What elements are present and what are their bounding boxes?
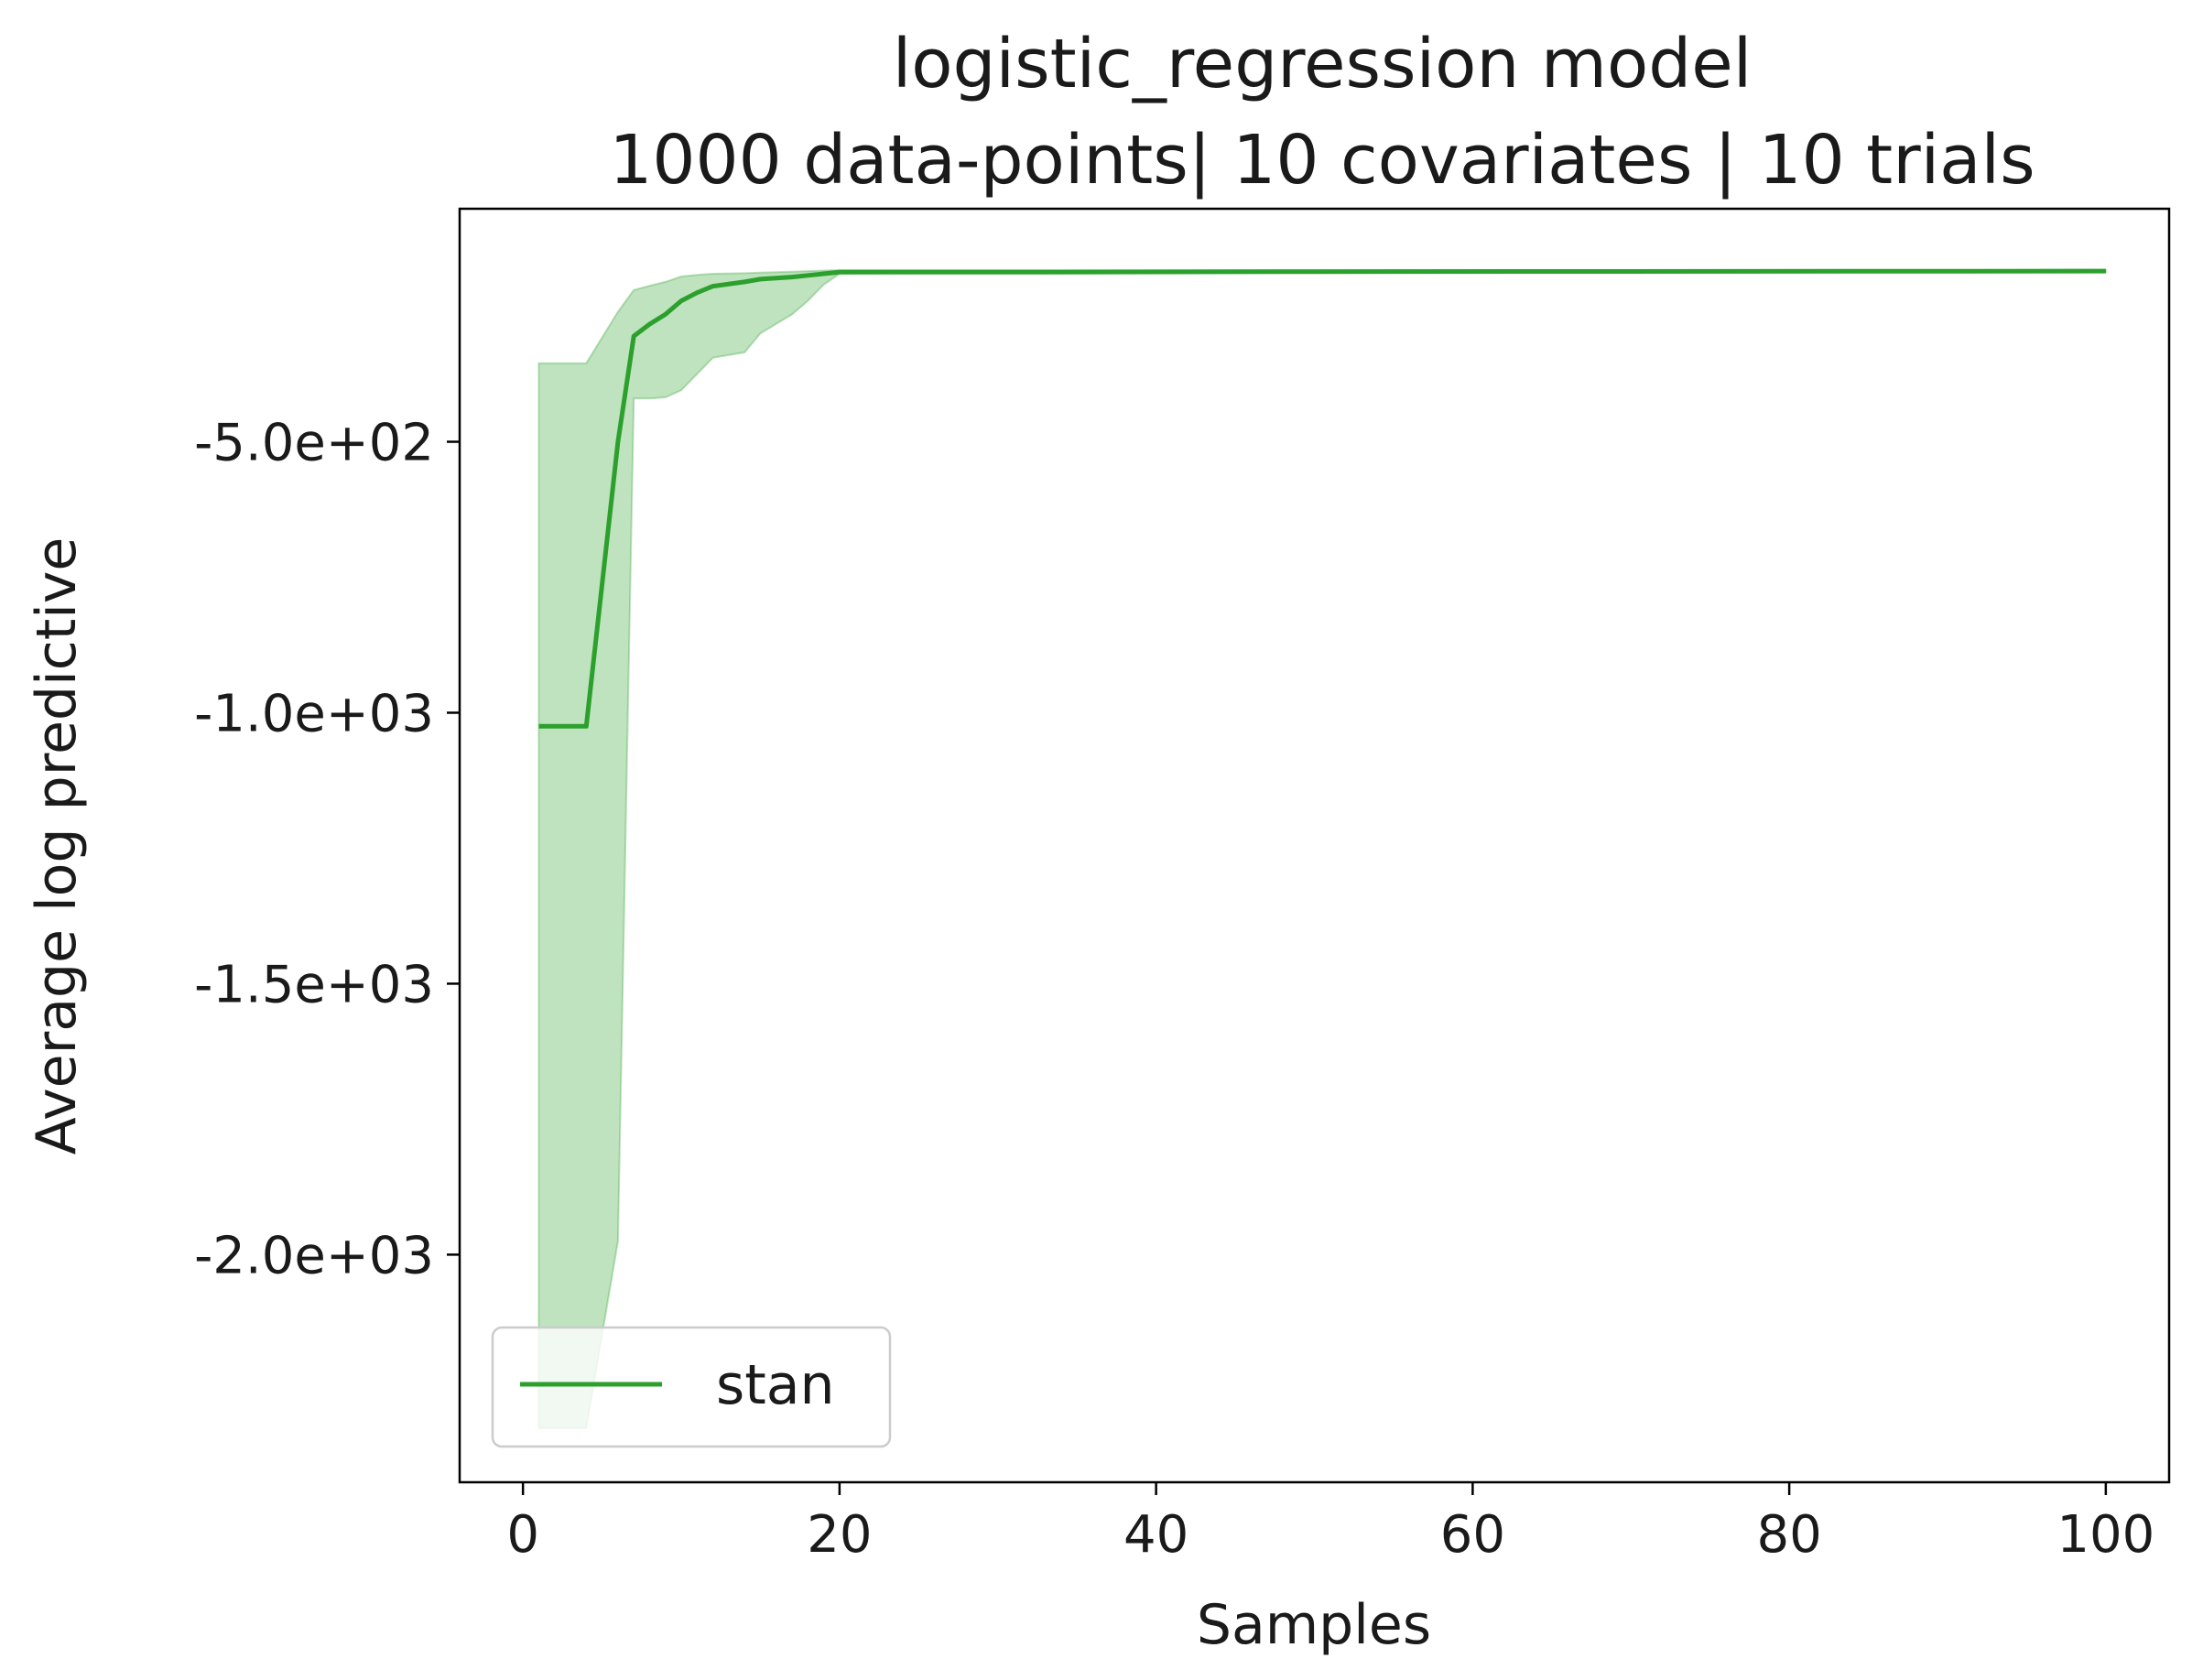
chart-title-line-1: logistic_regression model bbox=[893, 25, 1753, 103]
legend-label-stan: stan bbox=[716, 1353, 835, 1417]
y-tick-label: -1.5e+03 bbox=[194, 955, 434, 1014]
plot-frame bbox=[458, 207, 2171, 1484]
x-tick-label: 40 bbox=[1123, 1505, 1188, 1565]
x-axis-label: Samples bbox=[1197, 1593, 1431, 1657]
x-tick-label: 60 bbox=[1440, 1505, 1505, 1565]
x-axis-ticks: 0 20 40 60 80 100 bbox=[506, 1482, 2154, 1565]
y-axis-ticks: -5.0e+02 -1.0e+03 -1.5e+03 -2.0e+03 bbox=[194, 414, 460, 1285]
y-tick-label: -2.0e+03 bbox=[194, 1226, 434, 1285]
x-tick-label: 0 bbox=[506, 1505, 539, 1565]
x-tick-label: 80 bbox=[1756, 1505, 1821, 1565]
y-tick-label: -1.0e+03 bbox=[194, 684, 434, 743]
y-tick-label: -5.0e+02 bbox=[194, 414, 434, 473]
legend-box bbox=[491, 1326, 892, 1448]
x-tick-label: 20 bbox=[807, 1505, 872, 1565]
legend: stan bbox=[491, 1326, 892, 1448]
plot-area bbox=[537, 268, 2107, 1429]
series-line-stan bbox=[538, 268, 2106, 729]
y-axis-label: Average log predictive bbox=[25, 537, 89, 1155]
chart-title-line-2: 1000 data-points| 10 covariates | 10 tri… bbox=[609, 121, 2035, 200]
x-tick-label: 100 bbox=[2056, 1505, 2154, 1565]
